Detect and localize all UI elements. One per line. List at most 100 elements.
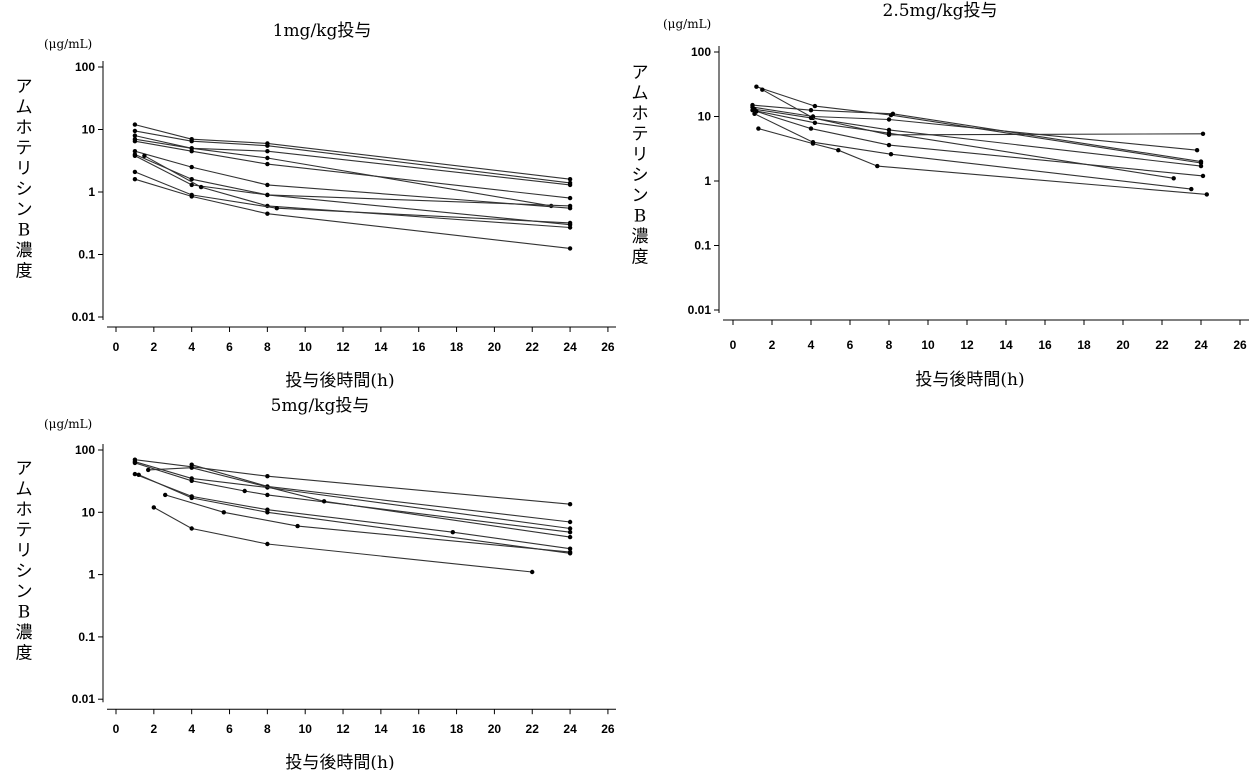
data-point bbox=[242, 488, 247, 494]
data-point bbox=[265, 149, 270, 154]
data-point bbox=[760, 87, 765, 92]
y-tick-label: 1 bbox=[704, 174, 711, 188]
x-tick-label: 18 bbox=[1077, 338, 1091, 352]
series-line-3 bbox=[752, 104, 1202, 163]
x-tick-label: 10 bbox=[299, 340, 313, 354]
x-tick-label: 14 bbox=[374, 722, 388, 736]
x-axis-label: 投与後時間(h) bbox=[285, 753, 394, 770]
x-tick-label: 10 bbox=[921, 338, 935, 352]
data-point bbox=[132, 471, 138, 477]
data-point bbox=[189, 465, 194, 470]
x-tick-label: 24 bbox=[563, 340, 577, 354]
y-tick-label: 0.1 bbox=[78, 630, 95, 644]
data-point bbox=[265, 182, 270, 188]
x-tick-label: 18 bbox=[450, 340, 464, 354]
data-point bbox=[132, 169, 138, 175]
data-point bbox=[1198, 163, 1204, 169]
x-tick-label: 24 bbox=[1194, 338, 1208, 352]
data-point bbox=[567, 546, 573, 551]
x-tick-label: 4 bbox=[188, 340, 195, 354]
data-point bbox=[549, 203, 554, 209]
x-tick-label: 4 bbox=[808, 338, 815, 352]
data-point bbox=[265, 211, 270, 216]
data-point bbox=[808, 115, 814, 121]
y-axis-label: アムホテリシン B 濃度 bbox=[16, 459, 33, 664]
data-point bbox=[530, 569, 535, 575]
data-point bbox=[132, 153, 138, 158]
data-point bbox=[810, 141, 816, 146]
y-tick-label: 0.01 bbox=[72, 310, 96, 324]
chart-5mg-kg: 5mg/kg投与 (μg/mL) アムホテリシン B 濃度 0.01 0.1 1 10 100 0 2… bbox=[16, 396, 616, 770]
series-line-1 bbox=[756, 86, 1202, 164]
x-tick-label: 0 bbox=[730, 338, 737, 352]
data-point bbox=[1204, 192, 1210, 197]
y-tick-label: 1 bbox=[88, 568, 95, 582]
data-point bbox=[189, 177, 194, 182]
x-tick-label: 12 bbox=[960, 338, 974, 352]
data-point bbox=[567, 203, 573, 209]
data-point bbox=[1171, 176, 1176, 181]
series-line-9 bbox=[758, 128, 1207, 195]
x-tick-label: 26 bbox=[1233, 338, 1247, 352]
data-point bbox=[1198, 159, 1204, 164]
series-line-6 bbox=[134, 150, 571, 209]
x-tick-label: 2 bbox=[769, 338, 776, 352]
data-point bbox=[132, 177, 138, 182]
series-line-8 bbox=[165, 494, 571, 553]
series-line-6 bbox=[752, 109, 1174, 179]
x-tick-label: 26 bbox=[601, 340, 615, 354]
data-point bbox=[808, 126, 814, 131]
x-tick-label: 20 bbox=[488, 722, 502, 736]
series-line-7 bbox=[138, 474, 571, 554]
data-point bbox=[836, 148, 841, 153]
data-point bbox=[890, 111, 896, 117]
data-point bbox=[142, 153, 147, 158]
series-line-5 bbox=[754, 108, 1202, 167]
y-tick-label: 100 bbox=[75, 60, 95, 74]
x-tick-label: 22 bbox=[526, 340, 540, 354]
x-tick-label: 2 bbox=[150, 722, 157, 736]
data-point bbox=[265, 155, 270, 161]
x-tick-label: 18 bbox=[450, 722, 464, 736]
data-point bbox=[567, 225, 573, 230]
data-point bbox=[567, 534, 573, 540]
series-line-9 bbox=[153, 506, 533, 573]
data-point bbox=[132, 139, 138, 144]
data-point bbox=[886, 117, 892, 122]
data-point bbox=[886, 142, 892, 148]
data-point bbox=[567, 177, 573, 182]
series-line-11 bbox=[134, 178, 571, 249]
data-point bbox=[132, 460, 138, 466]
data-point bbox=[189, 526, 194, 531]
y-tick-label: 1 bbox=[88, 185, 95, 199]
x-tick-label: 14 bbox=[999, 338, 1013, 352]
data-point bbox=[198, 184, 204, 190]
series-line-3 bbox=[134, 461, 571, 530]
data-point bbox=[1194, 148, 1200, 153]
data-point bbox=[221, 510, 226, 515]
chart-1mg-kg: 1mg/kg投与 (μg/mL) アムホテリシン B 濃度 0.01 0.1 1 10 100 0 2… bbox=[16, 21, 616, 391]
x-tick-label: 16 bbox=[412, 722, 426, 736]
x-tick-label: 16 bbox=[1038, 338, 1052, 352]
series-line-3 bbox=[134, 135, 571, 186]
y-axis-unit: (μg/mL) bbox=[44, 417, 92, 431]
data-point bbox=[567, 526, 573, 531]
data-point bbox=[752, 111, 757, 117]
data-point bbox=[750, 108, 755, 113]
x-tick-label: 6 bbox=[226, 722, 233, 736]
chart-title: 5mg/kg投与 bbox=[271, 396, 370, 416]
data-point bbox=[265, 192, 270, 198]
data-point bbox=[132, 149, 138, 154]
data-point bbox=[567, 530, 573, 535]
series-line-5 bbox=[134, 140, 571, 199]
data-point bbox=[567, 182, 573, 188]
y-tick-label: 10 bbox=[82, 123, 96, 137]
chart-2-5mg-kg: 2.5mg/kg投与(μg/mL)アムホテリシン B 濃度0.010.1110100… bbox=[632, 1, 1249, 390]
x-tick-label: 6 bbox=[226, 340, 233, 354]
data-point bbox=[265, 143, 270, 148]
data-point bbox=[812, 120, 818, 126]
x-tick-label: 0 bbox=[113, 722, 120, 736]
data-point bbox=[567, 220, 573, 226]
data-point bbox=[189, 139, 194, 144]
data-point bbox=[886, 131, 892, 136]
